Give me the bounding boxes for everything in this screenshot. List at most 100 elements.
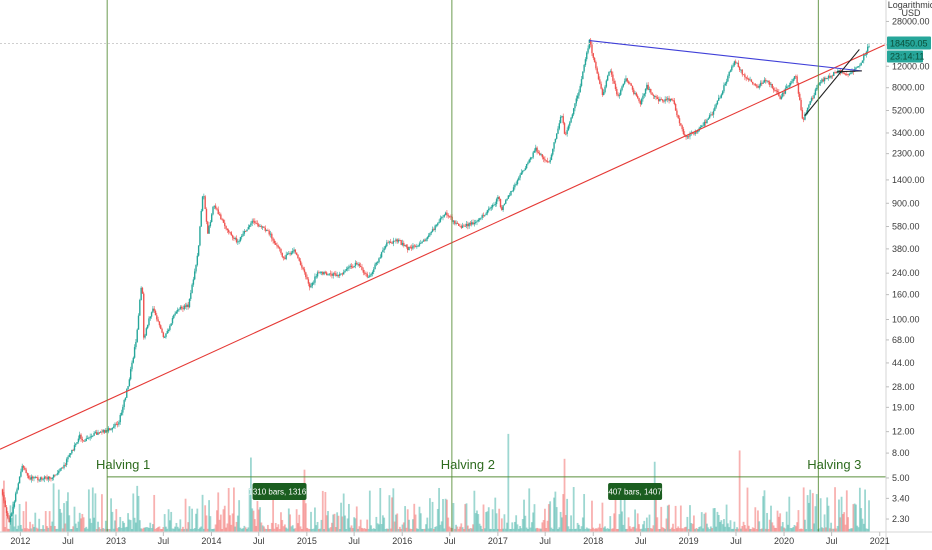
y-tick-label: 100.00 bbox=[892, 315, 920, 325]
volume-bar bbox=[783, 527, 785, 532]
candle-body bbox=[563, 123, 566, 134]
candle-body bbox=[524, 168, 527, 171]
volume-bar bbox=[855, 504, 857, 532]
volume-bar bbox=[255, 526, 258, 532]
candle-body bbox=[18, 476, 21, 484]
volume-bar bbox=[627, 517, 630, 532]
volume-bar bbox=[280, 512, 282, 532]
candle-body bbox=[400, 240, 402, 245]
volume-bar bbox=[413, 503, 416, 532]
volume-bar bbox=[76, 527, 79, 532]
volume-bar bbox=[644, 528, 647, 532]
price-axis[interactable]: LogarithmicUSD28000.0018000.0012000.0080… bbox=[885, 0, 932, 550]
candle-body bbox=[421, 241, 423, 243]
candle-body bbox=[454, 220, 456, 224]
volume-bar bbox=[185, 528, 188, 532]
candle-body bbox=[102, 429, 104, 432]
volume-bar bbox=[387, 528, 390, 532]
candle-body bbox=[196, 255, 199, 265]
candle-body bbox=[387, 242, 389, 244]
candle-body bbox=[665, 99, 668, 100]
volume-bar bbox=[490, 528, 493, 532]
volume-bar bbox=[831, 528, 834, 532]
candle-body bbox=[390, 241, 392, 243]
candle-body bbox=[850, 73, 852, 75]
candle-body bbox=[855, 67, 857, 70]
volume-bar bbox=[434, 526, 437, 532]
volume-bar bbox=[371, 528, 374, 532]
volume-bar bbox=[568, 528, 571, 532]
y-tick-label: 1400.00 bbox=[892, 175, 925, 185]
volume-bar bbox=[679, 505, 682, 532]
candle-body bbox=[30, 476, 33, 480]
time-axis[interactable]: 2012 Jul 2013 Jul 2014 Jul 2015 Jul 2016 Jul 2017 J… bbox=[0, 531, 932, 546]
candle-body bbox=[597, 73, 600, 80]
volume-bar bbox=[826, 497, 829, 532]
volume-bar bbox=[355, 506, 358, 532]
volume-bar bbox=[270, 522, 273, 532]
volume-bar bbox=[473, 490, 476, 532]
volume-bar bbox=[444, 498, 447, 532]
volume-bar bbox=[621, 511, 623, 532]
volume-bar bbox=[311, 528, 314, 532]
candle-body bbox=[216, 208, 218, 210]
candle-body bbox=[123, 400, 125, 407]
volume-bar bbox=[217, 492, 220, 532]
candle-body bbox=[746, 78, 749, 80]
candle-body bbox=[603, 92, 605, 96]
candle-body bbox=[46, 477, 48, 480]
candle-body bbox=[737, 62, 740, 68]
candle-body bbox=[684, 134, 686, 136]
candle-body bbox=[621, 86, 623, 91]
volume-bar bbox=[140, 528, 143, 532]
candle-body bbox=[668, 98, 670, 101]
candle-body bbox=[523, 170, 525, 171]
volume-bar bbox=[610, 528, 613, 532]
candle-body bbox=[192, 279, 195, 285]
volume-bar bbox=[857, 527, 860, 532]
candle-body bbox=[857, 65, 860, 67]
candle-body bbox=[731, 66, 733, 71]
volume-bar bbox=[847, 517, 850, 532]
candle-body bbox=[5, 507, 8, 514]
candle-body bbox=[265, 230, 268, 231]
candle-body bbox=[378, 258, 380, 263]
candle-body bbox=[413, 245, 415, 247]
candle-body bbox=[220, 214, 222, 220]
volume-bar bbox=[430, 528, 433, 532]
candle-body bbox=[791, 81, 793, 83]
volume-bar bbox=[491, 509, 494, 532]
volume-bar bbox=[265, 529, 268, 532]
candle-body bbox=[623, 81, 626, 84]
volume-bar bbox=[661, 527, 664, 532]
candle-body bbox=[376, 262, 379, 263]
volume-bar bbox=[581, 517, 584, 532]
candle-body bbox=[65, 459, 68, 465]
volume-bar bbox=[561, 517, 563, 532]
candle-body bbox=[508, 195, 511, 197]
candle-body bbox=[795, 76, 797, 78]
volume-bar bbox=[159, 528, 162, 532]
volume-bar bbox=[17, 525, 20, 532]
volume-bar bbox=[50, 525, 52, 532]
volume-bar bbox=[148, 527, 150, 532]
volume-bar bbox=[145, 527, 148, 532]
candle-body bbox=[99, 431, 102, 433]
candle-body bbox=[379, 257, 381, 259]
candle-body bbox=[17, 483, 19, 490]
volume-bar bbox=[693, 515, 695, 532]
candle-body bbox=[664, 99, 666, 102]
volume-bar bbox=[91, 487, 94, 532]
volume-bar bbox=[574, 528, 576, 532]
candle-body bbox=[404, 245, 406, 246]
volume-bar bbox=[655, 498, 657, 532]
candle-body bbox=[294, 249, 297, 253]
candle-body bbox=[580, 79, 583, 86]
candle-body bbox=[414, 246, 417, 247]
volume-bar bbox=[717, 515, 720, 532]
volume-bar bbox=[426, 517, 429, 532]
candle-body bbox=[120, 412, 123, 415]
candle-body bbox=[229, 232, 231, 233]
volume-bar bbox=[784, 528, 787, 532]
